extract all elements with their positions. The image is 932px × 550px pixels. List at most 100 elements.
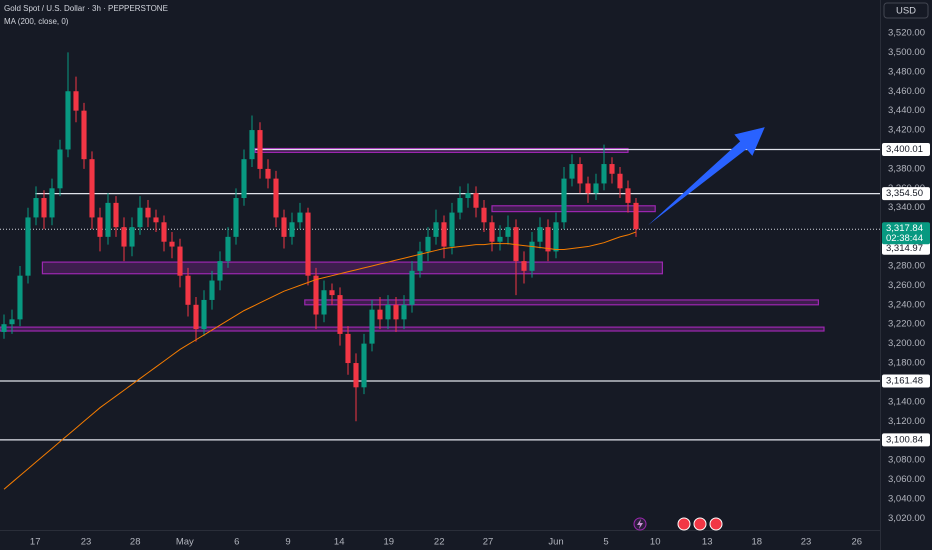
- candle-body: [425, 236, 431, 252]
- indicator-label: MA (200, close, 0): [4, 17, 69, 26]
- candle-body: [489, 222, 495, 242]
- candle-body: [433, 222, 439, 237]
- y-tick-label: 3,080.00: [888, 455, 925, 466]
- candle-body: [41, 198, 47, 218]
- candle-body: [609, 164, 615, 174]
- chart-title: Gold Spot / U.S. Dollar · 3h · PEPPERSTO…: [4, 4, 168, 13]
- candle-body: [193, 304, 199, 330]
- x-tick-label: 9: [285, 537, 290, 548]
- candle-body: [209, 280, 215, 300]
- candle-body: [177, 246, 183, 276]
- candle-body: [129, 227, 135, 247]
- candle-body: [385, 304, 391, 320]
- currency-label[interactable]: USD: [896, 6, 916, 17]
- y-tick-label: 3,420.00: [888, 125, 925, 136]
- ma-line: [3, 231, 637, 490]
- x-tick-label: 6: [234, 537, 239, 548]
- arrow: [648, 127, 765, 226]
- y-tick-label: 3,280.00: [888, 260, 925, 271]
- candle-body: [9, 319, 15, 325]
- x-tick-label: 27: [483, 537, 494, 548]
- candle-body: [481, 207, 487, 223]
- candle-body: [633, 202, 639, 230]
- x-tick-label: 13: [702, 537, 713, 548]
- level-badge-label: 3,100.84: [886, 434, 923, 445]
- candle-body: [81, 110, 87, 160]
- candle-body: [137, 207, 143, 228]
- y-tick-label: 3,060.00: [888, 474, 925, 485]
- event-icon[interactable]: [709, 517, 723, 531]
- currency-button[interactable]: [883, 2, 929, 19]
- candle-body: [601, 164, 607, 184]
- event-icon[interactable]: [677, 517, 691, 531]
- candle-body: [553, 222, 559, 252]
- candle-body: [281, 217, 287, 237]
- price-badge: [882, 222, 930, 245]
- candle-body: [97, 217, 103, 237]
- candle-body: [321, 290, 327, 315]
- y-tick-label: 3,020.00: [888, 513, 925, 524]
- level-badge-label: 3,400.01: [886, 144, 923, 155]
- y-tick-label: 3,380.00: [888, 163, 925, 174]
- event-icons: [633, 517, 723, 531]
- candle-body: [561, 178, 567, 223]
- level-badge: [882, 142, 930, 156]
- x-tick-label: 22: [434, 537, 445, 548]
- ma-badge-label: 3,314.97: [886, 243, 923, 254]
- candle-body: [241, 159, 247, 199]
- candle-body: [161, 222, 167, 242]
- y-tick-label: 3,340.00: [888, 202, 925, 213]
- event-icon[interactable]: [693, 517, 707, 531]
- ma-badge: [882, 241, 930, 255]
- candle-body: [265, 168, 271, 179]
- level-badge: [882, 374, 930, 388]
- candle-body: [257, 130, 263, 169]
- candle-body: [329, 290, 335, 296]
- candle-body: [345, 333, 351, 364]
- x-tick-label: 14: [334, 537, 345, 548]
- x-tick-label: 19: [384, 537, 395, 548]
- y-tick-label: 3,440.00: [888, 105, 925, 116]
- candle-body: [361, 343, 367, 388]
- candle-body: [313, 275, 319, 315]
- candle-body: [465, 193, 471, 199]
- y-tick-label: 3,140.00: [888, 396, 925, 407]
- x-tick-label: 23: [81, 537, 92, 548]
- candle-body: [449, 212, 455, 247]
- candle-body: [121, 227, 127, 247]
- candle-body: [305, 212, 311, 276]
- zone: [491, 205, 656, 213]
- candle-body: [73, 91, 79, 111]
- candle-body: [401, 304, 407, 320]
- candle-body: [225, 236, 231, 262]
- candle-body: [297, 212, 303, 223]
- candle-body: [577, 164, 583, 184]
- zone: [304, 299, 819, 306]
- y-tick-label: 3,220.00: [888, 319, 925, 330]
- candle-body: [537, 227, 543, 242]
- candle-body: [49, 188, 55, 218]
- x-tick-label: 10: [650, 537, 661, 548]
- candle-body: [201, 299, 207, 330]
- x-tick-label: 17: [30, 537, 41, 548]
- candle-body: [545, 227, 551, 252]
- y-tick-label: 3,260.00: [888, 280, 925, 291]
- event-glyph: [637, 519, 643, 529]
- candle-body: [113, 202, 119, 228]
- candle-body: [153, 217, 159, 223]
- candle-body: [233, 198, 239, 237]
- zone: [254, 147, 629, 153]
- candle-body: [585, 183, 591, 194]
- y-tick-label: 3,180.00: [888, 358, 925, 369]
- candle-body: [353, 363, 359, 388]
- candle-body: [393, 304, 399, 320]
- level-badge: [882, 433, 930, 447]
- candle-body: [377, 309, 383, 320]
- candle-body: [369, 309, 375, 344]
- x-tick-label: May: [176, 537, 194, 548]
- y-tick-label: 3,500.00: [888, 47, 925, 58]
- candle-body: [217, 261, 223, 281]
